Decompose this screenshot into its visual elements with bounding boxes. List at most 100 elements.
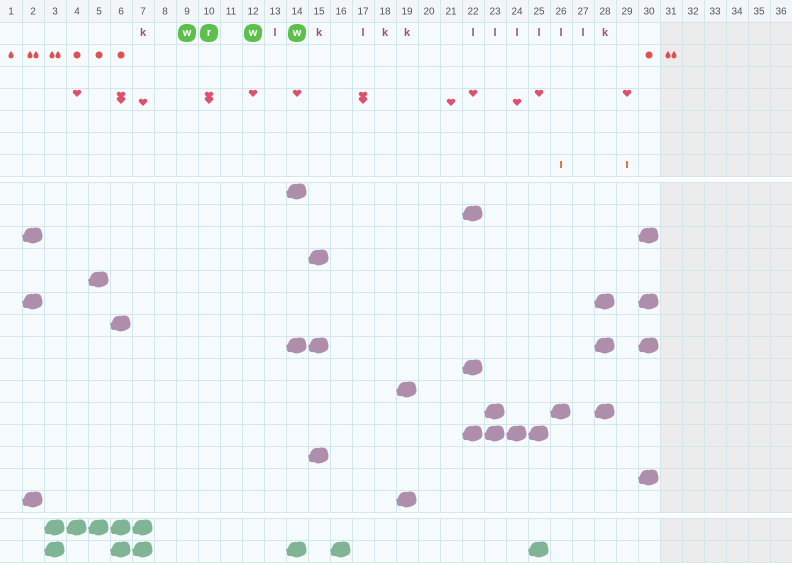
badge [199,24,219,42]
blob [88,519,109,536]
drop [55,51,61,59]
day-label: 19 [401,7,413,18]
blob [308,337,329,354]
badge [177,24,197,42]
day-label: 29 [621,7,633,18]
blob [22,293,43,310]
symptom-letter: k [140,27,147,39]
blob [638,469,659,486]
heart [292,89,302,97]
tick-mark [560,161,562,168]
blob [286,337,307,354]
symptom-letter: k [602,27,609,39]
day-label: 8 [162,7,168,18]
blob [330,541,351,558]
blob [638,337,659,354]
symptom-letter: k [382,27,389,39]
heart [358,91,368,99]
day-label: 30 [643,7,655,18]
drop [49,51,55,59]
blob [66,519,87,536]
badge [243,24,263,42]
day-label: 16 [335,7,347,18]
day-label: 32 [687,7,699,18]
blob [594,337,615,354]
day-label: 31 [665,7,677,18]
symptom-letter: l [559,27,562,39]
blob [132,541,153,558]
day-label: 14 [291,7,303,18]
symptom-letter: l [581,27,584,39]
day-label: 12 [247,7,259,18]
blob [484,425,505,442]
badge [287,24,307,42]
blob [528,541,549,558]
heart [116,91,126,99]
drop [665,51,671,59]
blob [462,425,483,442]
day-label: 34 [731,7,743,18]
heart [534,89,544,97]
blob [638,293,659,310]
day-label: 13 [269,7,281,18]
blob [132,519,153,536]
day-label: 7 [140,7,146,18]
heart [248,89,258,97]
blob [286,183,307,200]
day-label: 6 [118,7,124,18]
blob [462,359,483,376]
blob [396,381,417,398]
day-label: 22 [467,7,479,18]
blob [506,425,527,442]
day-label: 5 [96,7,102,18]
blob [22,227,43,244]
heart [138,98,148,106]
blob [396,491,417,508]
day-label: 21 [445,7,457,18]
day-label: 18 [379,7,391,18]
heart [116,96,126,104]
day-label: 2 [30,7,36,18]
symptom-letter: l [273,27,276,39]
blob [484,403,505,420]
blob [638,227,659,244]
symptom-letter: w [248,27,258,39]
symptom-letter: l [537,27,540,39]
day-label: 1 [8,7,14,18]
blob [110,541,131,558]
blob [286,541,307,558]
day-label: 33 [709,7,721,18]
tick-mark [626,161,628,168]
day-label: 4 [74,7,80,18]
blob [308,447,329,464]
dot [645,51,653,59]
dot [117,51,125,59]
blob [308,249,329,266]
blob [110,519,131,536]
day-label: 35 [753,7,765,18]
symptom-letter: k [316,27,323,39]
blob [44,519,65,536]
dot [73,51,81,59]
blob [550,403,571,420]
day-label: 15 [313,7,325,18]
symptom-letter: l [515,27,518,39]
symptom-letter: k [404,27,411,39]
symptom-letter: w [292,27,302,39]
day-label: 9 [184,7,190,18]
heart [204,96,214,104]
day-label: 11 [226,7,237,18]
blob [594,403,615,420]
day-label: 36 [775,7,787,18]
blob [22,491,43,508]
symptom-letter: w [182,27,192,39]
blob [44,541,65,558]
day-label: 27 [577,7,589,18]
day-label: 20 [423,7,435,18]
blob [88,271,109,288]
drop [27,51,33,59]
drop [8,51,14,59]
drop [33,51,39,59]
